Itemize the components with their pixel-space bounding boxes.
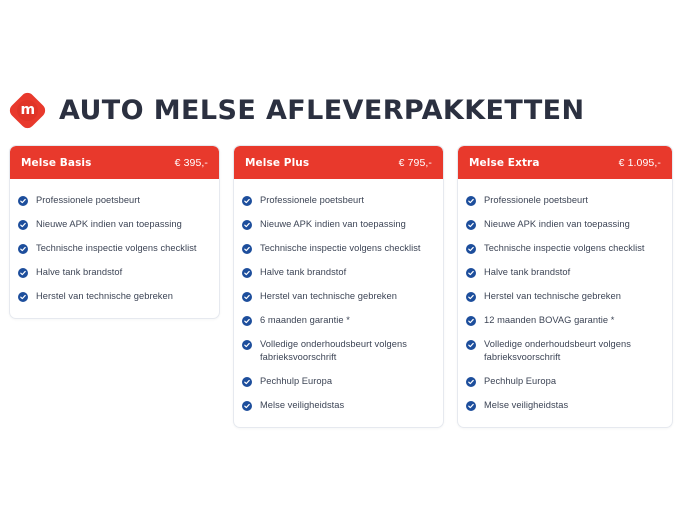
list-item: Technische inspectie volgens checklist bbox=[466, 236, 662, 260]
feature-label: Melse veiligheidstas bbox=[260, 399, 345, 410]
check-circle-icon bbox=[466, 339, 476, 350]
check-circle-icon bbox=[466, 195, 476, 206]
check-circle-icon bbox=[242, 400, 252, 411]
list-item: Nieuwe APK indien van toepassing bbox=[242, 212, 433, 236]
check-circle-icon bbox=[466, 267, 476, 278]
feature-label: Halve tank brandstof bbox=[36, 266, 123, 277]
list-item: Halve tank brandstof bbox=[466, 260, 662, 284]
list-item: Nieuwe APK indien van toepassing bbox=[466, 212, 662, 236]
package-name: Melse Plus bbox=[245, 156, 310, 169]
package-card: Melse Extra € 1.095,- Professionele poetsb… bbox=[457, 145, 673, 428]
feature-label: Pechhulp Europa bbox=[484, 375, 557, 386]
list-item: Technische inspectie volgens checklist bbox=[242, 236, 433, 260]
check-circle-icon bbox=[242, 315, 252, 326]
feature-label: Herstel van technische gebreken bbox=[260, 290, 397, 301]
feature-label: Professionele poetsbeurt bbox=[36, 194, 141, 205]
list-item: Volledige onderhoudsbeurt volgens fabrie… bbox=[242, 332, 433, 369]
package-card-header: Melse Basis € 395,- bbox=[10, 146, 219, 179]
feature-label: Halve tank brandstof bbox=[484, 266, 571, 277]
feature-label: Melse veiligheidstas bbox=[484, 399, 569, 410]
logo-letter: m bbox=[20, 102, 35, 118]
feature-label: Technische inspectie volgens checklist bbox=[484, 242, 645, 253]
list-item: 12 maanden BOVAG garantie * bbox=[466, 308, 662, 332]
feature-label: Volledige onderhoudsbeurt volgens fabrie… bbox=[260, 338, 407, 362]
feature-label: Pechhulp Europa bbox=[260, 375, 333, 386]
feature-label: 6 maanden garantie * bbox=[260, 314, 350, 325]
package-name: Melse Extra bbox=[469, 156, 540, 169]
list-item: Technische inspectie volgens checklist bbox=[18, 236, 209, 260]
feature-label: Nieuwe APK indien van toepassing bbox=[260, 218, 406, 229]
package-cards-row: Melse Basis € 395,- Professionele poetsbeu… bbox=[9, 145, 676, 428]
feature-label: Herstel van technische gebreken bbox=[484, 290, 621, 301]
package-price: € 795,- bbox=[398, 156, 432, 169]
feature-label: Herstel van technische gebreken bbox=[36, 290, 173, 301]
page-title: AUTO MELSE AFLEVERPAKKETTEN bbox=[59, 94, 585, 126]
feature-label: Volledige onderhoudsbeurt volgens fabrie… bbox=[484, 338, 631, 362]
list-item: Volledige onderhoudsbeurt volgens fabrie… bbox=[466, 332, 662, 369]
package-feature-list: Professionele poetsbeurt Nieuwe APK indie… bbox=[234, 179, 443, 427]
feature-label: Professionele poetsbeurt bbox=[260, 194, 365, 205]
list-item: 6 maanden garantie * bbox=[242, 308, 433, 332]
package-name: Melse Basis bbox=[21, 156, 92, 169]
check-circle-icon bbox=[466, 291, 476, 302]
page-header: m AUTO MELSE AFLEVERPAKKETTEN bbox=[6, 89, 585, 132]
list-item: Herstel van technische gebreken bbox=[18, 284, 209, 308]
check-circle-icon bbox=[18, 219, 28, 230]
list-item: Pechhulp Europa bbox=[466, 369, 662, 393]
check-circle-icon bbox=[466, 400, 476, 411]
package-card-header: Melse Plus € 795,- bbox=[234, 146, 443, 179]
package-price: € 395,- bbox=[174, 156, 208, 169]
package-card-header: Melse Extra € 1.095,- bbox=[458, 146, 672, 179]
feature-label: Nieuwe APK indien van toepassing bbox=[484, 218, 630, 229]
check-circle-icon bbox=[242, 195, 252, 206]
feature-label: Technische inspectie volgens checklist bbox=[36, 242, 197, 253]
feature-label: Nieuwe APK indien van toepassing bbox=[36, 218, 182, 229]
list-item: Nieuwe APK indien van toepassing bbox=[18, 212, 209, 236]
list-item: Herstel van technische gebreken bbox=[242, 284, 433, 308]
check-circle-icon bbox=[466, 315, 476, 326]
list-item: Pechhulp Europa bbox=[242, 369, 433, 393]
feature-label: 12 maanden BOVAG garantie * bbox=[484, 314, 615, 325]
check-circle-icon bbox=[18, 195, 28, 206]
check-circle-icon bbox=[242, 219, 252, 230]
check-circle-icon bbox=[242, 243, 252, 254]
check-circle-icon bbox=[242, 267, 252, 278]
package-feature-list: Professionele poetsbeurt Nieuwe APK indie… bbox=[458, 179, 672, 427]
feature-label: Technische inspectie volgens checklist bbox=[260, 242, 421, 253]
package-card: Melse Plus € 795,- Professionele poetsbeur… bbox=[233, 145, 444, 428]
check-circle-icon bbox=[466, 243, 476, 254]
check-circle-icon bbox=[18, 243, 28, 254]
package-price: € 1.095,- bbox=[618, 156, 661, 169]
feature-label: Professionele poetsbeurt bbox=[484, 194, 589, 205]
list-item: Professionele poetsbeurt bbox=[466, 188, 662, 212]
check-circle-icon bbox=[466, 219, 476, 230]
list-item: Melse veiligheidstas bbox=[466, 393, 662, 417]
check-circle-icon bbox=[242, 339, 252, 350]
list-item: Professionele poetsbeurt bbox=[242, 188, 433, 212]
list-item: Herstel van technische gebreken bbox=[466, 284, 662, 308]
check-circle-icon bbox=[18, 291, 28, 302]
list-item: Halve tank brandstof bbox=[18, 260, 209, 284]
check-circle-icon bbox=[466, 376, 476, 387]
package-card: Melse Basis € 395,- Professionele poetsbeu… bbox=[9, 145, 220, 319]
list-item: Professionele poetsbeurt bbox=[18, 188, 209, 212]
check-circle-icon bbox=[18, 267, 28, 278]
package-feature-list: Professionele poetsbeurt Nieuwe APK indie… bbox=[10, 179, 219, 318]
list-item: Melse veiligheidstas bbox=[242, 393, 433, 417]
list-item: Halve tank brandstof bbox=[242, 260, 433, 284]
feature-label: Halve tank brandstof bbox=[260, 266, 347, 277]
check-circle-icon bbox=[242, 376, 252, 387]
logo-inner-circle: m bbox=[17, 100, 38, 121]
check-circle-icon bbox=[242, 291, 252, 302]
melse-diamond-logo-icon: m bbox=[6, 89, 49, 132]
